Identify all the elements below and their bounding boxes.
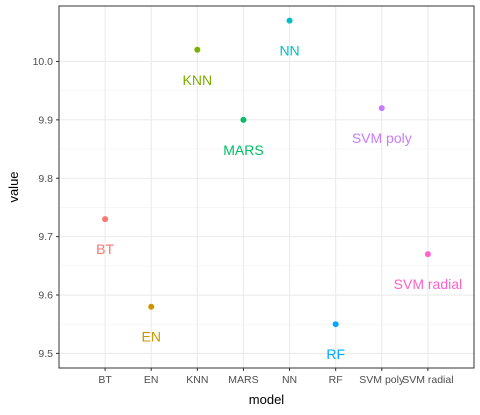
- x-tick-label: SVM poly: [359, 374, 405, 386]
- y-axis-title: value: [6, 171, 21, 202]
- data-point: [332, 321, 339, 328]
- point-label: MARS: [223, 142, 263, 158]
- y-tick-label: 9.9: [38, 114, 53, 126]
- y-axis: 9.5 9.6 9.7 9.8 9.9 10.0: [33, 56, 59, 360]
- y-tick-label: 9.6: [38, 290, 53, 302]
- point-label: KNN: [183, 72, 213, 88]
- data-point: [240, 116, 247, 123]
- point-label: SVM poly: [352, 130, 412, 146]
- data-point: [286, 17, 293, 24]
- x-tick-label: NN: [282, 374, 297, 386]
- data-points: [102, 17, 431, 328]
- major-grid: [59, 6, 474, 368]
- point-labels: BT EN KNN MARS NN RF SVM poly SVM radial: [96, 43, 462, 363]
- x-tick-label: BT: [98, 374, 112, 386]
- point-label: RF: [326, 346, 345, 362]
- y-tick-label: 9.5: [38, 348, 53, 360]
- x-axis-title: model: [249, 392, 285, 407]
- x-tick-label: EN: [144, 374, 159, 386]
- data-point: [424, 251, 431, 258]
- x-tick-label: SVM radial: [402, 374, 453, 386]
- data-point: [148, 303, 155, 310]
- x-tick-label: MARS: [228, 374, 258, 386]
- point-label: NN: [279, 43, 299, 59]
- x-tick-label: RF: [329, 374, 343, 386]
- point-label: EN: [141, 329, 160, 345]
- minor-grid: [59, 90, 474, 325]
- data-point: [378, 105, 385, 112]
- data-point: [194, 46, 201, 53]
- panel-border: [58, 5, 475, 369]
- y-tick-label: 9.8: [38, 173, 53, 185]
- data-point: [102, 216, 109, 223]
- point-label: BT: [96, 241, 114, 257]
- point-label: SVM radial: [394, 276, 462, 292]
- x-tick-label: KNN: [186, 374, 208, 386]
- y-tick-label: 10.0: [33, 56, 54, 68]
- y-tick-label: 9.7: [38, 231, 53, 243]
